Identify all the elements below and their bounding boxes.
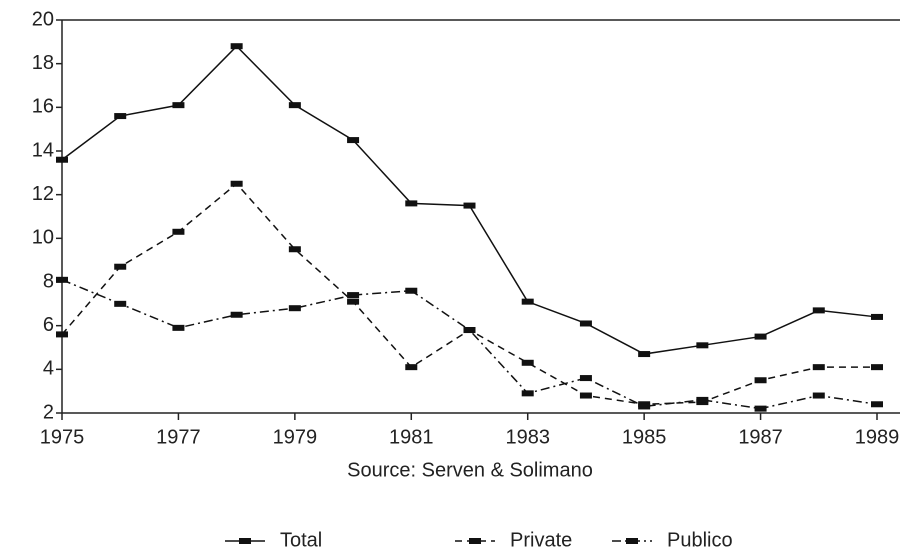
x-tick-label: 1989: [855, 426, 900, 448]
point-marker: [754, 377, 767, 384]
point-marker: [871, 313, 883, 320]
y-tick-label: 12: [32, 183, 54, 205]
legend-label: Private: [510, 529, 572, 551]
point-marker: [347, 292, 360, 299]
y-tick-label: 4: [43, 358, 54, 380]
point-marker: [405, 200, 418, 207]
point-marker: [56, 276, 68, 283]
x-tick-label: 1979: [273, 426, 318, 448]
point-marker: [463, 202, 476, 209]
point-marker: [521, 390, 534, 397]
point-marker: [230, 311, 243, 318]
point-marker: [172, 228, 185, 235]
point-marker: [521, 298, 534, 305]
point-marker: [56, 156, 68, 163]
legend-marker: [469, 538, 481, 544]
point-marker: [405, 287, 418, 294]
series-line: [61, 182, 877, 406]
y-tick-label: 20: [32, 8, 54, 30]
x-tick-label: 1975: [40, 426, 85, 448]
point-marker: [579, 392, 592, 399]
point-marker: [812, 392, 825, 399]
y-tick-label: 8: [43, 270, 54, 292]
series-line: [61, 279, 878, 410]
point-marker: [172, 324, 185, 331]
point-marker: [114, 113, 127, 120]
x-tick-label: 1985: [622, 426, 667, 448]
point-marker: [754, 333, 767, 340]
point-marker: [579, 375, 592, 382]
legend-label: Publico: [667, 529, 733, 551]
point-marker: [56, 331, 68, 338]
y-tick-label: 16: [32, 96, 54, 118]
point-marker: [347, 298, 360, 305]
legend-marker: [626, 538, 638, 544]
point-marker: [638, 403, 651, 410]
point-marker: [172, 102, 185, 109]
x-tick-label: 1983: [505, 426, 550, 448]
point-marker: [114, 300, 127, 307]
point-marker: [871, 364, 883, 371]
y-tick-label: 18: [32, 52, 54, 74]
series-line: [61, 45, 878, 355]
y-tick-label: 10: [32, 227, 54, 249]
point-marker: [288, 305, 301, 312]
legend-label: Total: [280, 529, 322, 551]
point-marker: [114, 263, 127, 270]
point-marker: [812, 307, 825, 314]
point-marker: [405, 364, 418, 371]
x-axis-label: Source: Serven & Solimano: [347, 459, 593, 481]
point-marker: [288, 246, 301, 253]
point-marker: [230, 43, 243, 50]
point-marker: [696, 396, 709, 403]
x-tick-label: 1977: [156, 426, 201, 448]
point-marker: [579, 320, 592, 327]
point-marker: [347, 137, 360, 144]
y-tick-label: 2: [43, 401, 54, 423]
point-marker: [463, 327, 476, 334]
point-marker: [754, 405, 767, 412]
x-tick-label: 1981: [389, 426, 434, 448]
point-marker: [288, 102, 301, 109]
x-tick-label: 1987: [738, 426, 783, 448]
y-tick-label: 14: [32, 139, 54, 161]
y-tick-label: 6: [43, 314, 54, 336]
point-marker: [638, 351, 651, 358]
point-marker: [871, 401, 883, 408]
point-marker: [521, 359, 534, 366]
point-marker: [696, 342, 709, 349]
point-marker: [230, 180, 243, 187]
legend-marker: [239, 538, 251, 544]
point-marker: [812, 364, 825, 371]
